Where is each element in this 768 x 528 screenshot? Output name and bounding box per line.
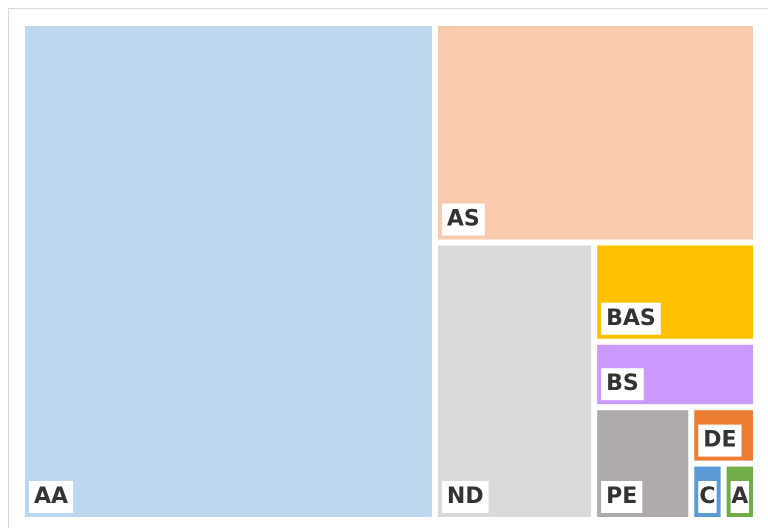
chart-border — [8, 8, 768, 528]
tile-label: BS — [606, 371, 639, 396]
treemap-tile — [25, 26, 432, 517]
treemap-tile — [437, 26, 753, 240]
label-background — [601, 368, 644, 401]
label-background — [730, 481, 749, 513]
tile-label: A — [731, 484, 748, 509]
tile-label: C — [699, 484, 715, 509]
label-background — [698, 424, 742, 457]
label-background — [29, 481, 74, 513]
label-background — [441, 481, 489, 513]
label-background — [441, 203, 485, 236]
label-background — [601, 481, 643, 513]
tile-label: ND — [447, 484, 484, 509]
tile-label: DE — [703, 428, 736, 453]
tile-label: BAS — [606, 306, 656, 331]
treemap-tile — [437, 245, 592, 518]
label-background — [601, 302, 661, 335]
tile-label: AS — [447, 206, 480, 231]
tile-label: AA — [34, 484, 68, 509]
tile-label: PE — [606, 484, 637, 509]
label-background — [698, 481, 717, 513]
